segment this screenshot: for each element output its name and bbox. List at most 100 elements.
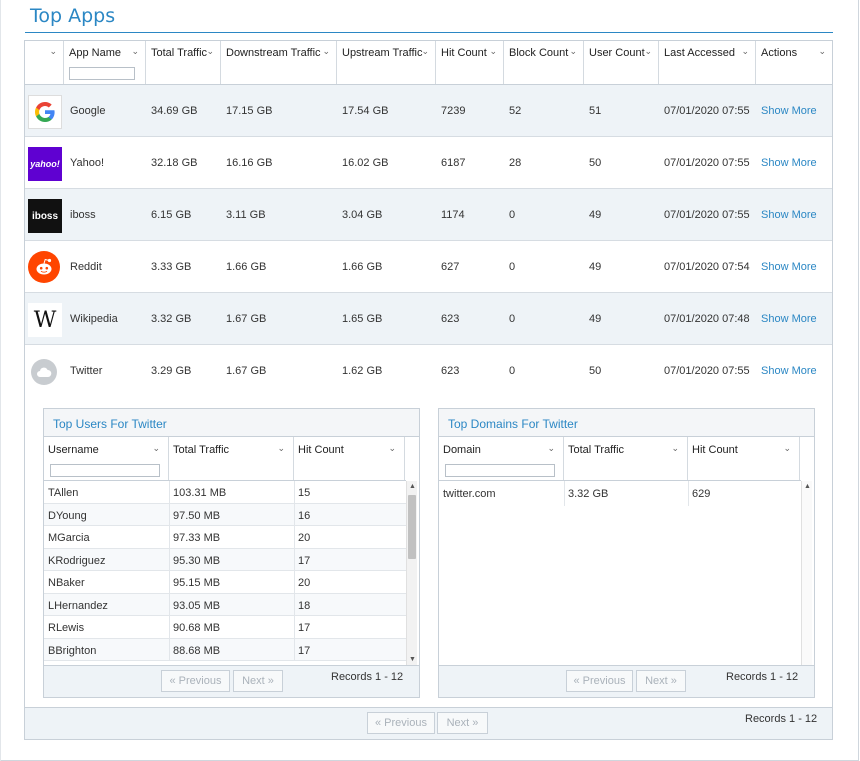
- previous-button[interactable]: « Previous: [566, 670, 633, 692]
- column-header-select[interactable]: ⌄: [25, 41, 64, 84]
- next-button[interactable]: Next »: [636, 670, 686, 692]
- last-accessed: 07/01/2020 07:55: [664, 365, 750, 377]
- app-name: Google: [70, 105, 106, 117]
- table-row[interactable]: TAllen 103.31 MB 15: [44, 481, 406, 504]
- app-name-filter-input[interactable]: [69, 67, 135, 80]
- column-header-hit-count[interactable]: Hit Count ⌄: [688, 437, 800, 480]
- column-header-total-traffic[interactable]: Total Traffic ⌄: [169, 437, 294, 480]
- reddit-logo: [28, 251, 60, 283]
- chevron-down-icon[interactable]: ⌄: [388, 443, 396, 453]
- table-row[interactable]: iboss iboss 6.15 GB 3.11 GB 3.04 GB 1174…: [25, 189, 832, 241]
- show-more-link[interactable]: Show More: [761, 261, 817, 273]
- next-button[interactable]: Next »: [437, 712, 488, 734]
- users-scrollbar[interactable]: ▲ ▼: [406, 481, 417, 665]
- column-header-total-traffic[interactable]: Total Traffic ⌄: [146, 41, 221, 84]
- show-more-link[interactable]: Show More: [761, 209, 817, 221]
- scroll-down-icon[interactable]: ▼: [409, 656, 416, 663]
- chevron-down-icon[interactable]: ⌄: [277, 443, 285, 453]
- block-count: 52: [509, 105, 522, 117]
- chevron-down-icon[interactable]: ⌄: [489, 46, 497, 56]
- panel-header: Top Domains For Twitter: [439, 409, 814, 437]
- column-header-block-count[interactable]: Block Count ⌄: [504, 41, 584, 84]
- table-row[interactable]: Reddit 3.33 GB 1.66 GB 1.66 GB 627 0 49 …: [25, 241, 832, 293]
- chevron-down-icon[interactable]: ⌄: [547, 443, 555, 453]
- table-row[interactable]: yahoo! Yahoo! 32.18 GB 16.16 GB 16.02 GB…: [25, 137, 832, 189]
- google-logo: [28, 95, 62, 129]
- scroll-up-icon[interactable]: ▲: [409, 483, 416, 490]
- table-row[interactable]: DYoung 97.50 MB 16: [44, 503, 406, 526]
- column-header-total-traffic[interactable]: Total Traffic ⌄: [564, 437, 688, 480]
- app-name: iboss: [70, 209, 96, 221]
- user-count: 50: [589, 365, 602, 377]
- show-more-link[interactable]: Show More: [761, 313, 817, 325]
- table-row[interactable]: RLewis 90.68 MB 17: [44, 616, 406, 639]
- table-row[interactable]: BBrighton 88.68 MB 17: [44, 638, 406, 661]
- column-header-hit-count[interactable]: Hit Count ⌄: [294, 437, 405, 480]
- table-row[interactable]: twitter.com 3.32 GB 629: [439, 481, 801, 506]
- chevron-down-icon[interactable]: ⌄: [49, 46, 57, 56]
- table-row[interactable]: Google 34.69 GB 17.15 GB 17.54 GB 7239 5…: [25, 85, 832, 137]
- column-header-actions[interactable]: Actions ⌄: [761, 46, 826, 59]
- total-traffic-cell: 95.15 MB: [173, 577, 221, 589]
- scroll-thumb[interactable]: [408, 495, 416, 559]
- column-header-upstream-traffic[interactable]: Upstream Traffic ⌄: [337, 41, 436, 84]
- table-row[interactable]: MGarcia 97.33 MB 20: [44, 526, 406, 549]
- users-pager: « Previous Next » Records 1 - 12: [44, 665, 419, 697]
- table-row[interactable]: NBaker 95.15 MB 20: [44, 571, 406, 594]
- table-row[interactable]: KRodriguez 95.30 MB 17: [44, 548, 406, 571]
- table-row-expanded[interactable]: Twitter 3.29 GB 1.67 GB 1.62 GB 623 0 50…: [25, 345, 832, 397]
- table-row[interactable]: LHernandez 93.05 MB 18: [44, 593, 406, 616]
- column-header-hit-count[interactable]: Hit Count ⌄: [436, 41, 504, 84]
- downstream-traffic: 16.16 GB: [226, 157, 273, 169]
- next-button[interactable]: Next »: [233, 670, 283, 692]
- domains-scrollbar[interactable]: ▲: [801, 481, 812, 665]
- hit-count-cell: 20: [298, 577, 311, 589]
- iboss-logo-text: iboss: [31, 210, 59, 222]
- total-traffic: 32.18 GB: [151, 157, 198, 169]
- total-traffic-cell: 103.31 MB: [173, 487, 227, 499]
- downstream-traffic: 1.67 GB: [226, 365, 267, 377]
- hit-count-cell: 18: [298, 599, 311, 612]
- cell-divider: [294, 548, 295, 571]
- domain-filter-input[interactable]: [445, 464, 555, 477]
- cell-divider: [169, 593, 170, 616]
- top-domains-panel: Top Domains For Twitter Domain ⌄ Total T…: [438, 408, 815, 698]
- user-count: 49: [589, 261, 602, 273]
- upstream-traffic: 1.62 GB: [342, 365, 383, 377]
- chevron-down-icon[interactable]: ⌄: [818, 46, 826, 56]
- previous-button[interactable]: « Previous: [367, 712, 435, 734]
- hit-count-cell: 629: [692, 488, 711, 500]
- scroll-up-icon[interactable]: ▲: [804, 483, 811, 490]
- chevron-down-icon[interactable]: ⌄: [671, 443, 679, 453]
- column-header-user-count[interactable]: User Count ⌄: [584, 41, 659, 84]
- chevron-down-icon[interactable]: ⌄: [783, 443, 791, 453]
- cell-divider: [564, 481, 565, 506]
- chevron-down-icon[interactable]: ⌄: [741, 46, 749, 56]
- column-header-app-name[interactable]: App Name ⌄: [64, 41, 146, 84]
- chevron-down-icon[interactable]: ⌄: [152, 443, 160, 453]
- show-more-link[interactable]: Show More: [761, 105, 817, 117]
- upstream-traffic: 1.66 GB: [342, 261, 383, 273]
- cell-divider: [169, 571, 170, 593]
- column-header-downstream-traffic[interactable]: Downstream Traffic ⌄: [221, 41, 337, 84]
- column-header-username[interactable]: Username ⌄: [44, 437, 169, 480]
- cell-divider: [169, 503, 170, 526]
- chevron-down-icon[interactable]: ⌄: [206, 46, 214, 56]
- chevron-down-icon[interactable]: ⌄: [322, 46, 330, 56]
- chevron-down-icon[interactable]: ⌄: [421, 46, 429, 56]
- chevron-down-icon[interactable]: ⌄: [131, 46, 139, 56]
- total-traffic: 3.33 GB: [151, 261, 192, 273]
- previous-button[interactable]: « Previous: [161, 670, 230, 692]
- chevron-down-icon[interactable]: ⌄: [569, 46, 577, 56]
- wikipedia-logo-text: W: [33, 307, 57, 333]
- username-filter-input[interactable]: [50, 464, 160, 477]
- cell-divider: [688, 481, 689, 506]
- column-header-domain[interactable]: Domain ⌄: [439, 437, 564, 480]
- show-more-link[interactable]: Show More: [761, 157, 817, 169]
- show-more-link[interactable]: Show More: [761, 365, 817, 377]
- column-header-last-accessed[interactable]: Last Accessed ⌄: [659, 41, 756, 84]
- chevron-down-icon[interactable]: ⌄: [644, 46, 652, 56]
- top-apps-grid: ⌄ App Name ⌄ Total Traffic ⌄ Downstream …: [24, 40, 833, 740]
- upstream-traffic: 17.54 GB: [342, 105, 389, 117]
- table-row[interactable]: W Wikipedia 3.32 GB 1.67 GB 1.65 GB 623 …: [25, 293, 832, 345]
